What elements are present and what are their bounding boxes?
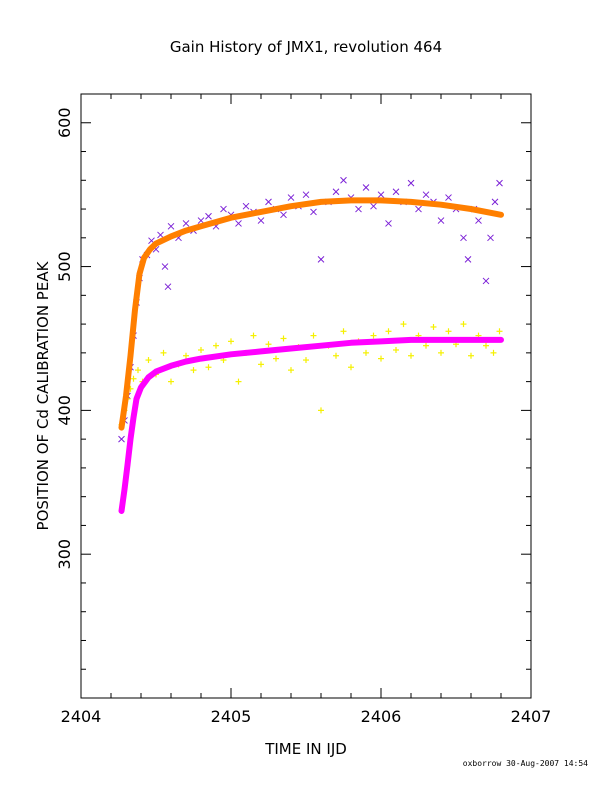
y-tick-label: 500 bbox=[55, 251, 74, 282]
data-point bbox=[317, 256, 325, 263]
data-point bbox=[167, 222, 175, 230]
data-point bbox=[205, 212, 212, 220]
data-point bbox=[362, 184, 370, 191]
plot-frame bbox=[80, 93, 532, 699]
data-point bbox=[340, 176, 347, 184]
chart-title: Gain History of JMX1, revolution 464 bbox=[170, 38, 442, 56]
series-0 bbox=[118, 176, 503, 443]
data-point bbox=[415, 205, 422, 213]
data-point bbox=[333, 352, 339, 359]
data-point bbox=[183, 352, 189, 359]
x-tick-label: 2405 bbox=[211, 707, 252, 726]
y-tick-label: 300 bbox=[55, 539, 74, 570]
data-point bbox=[400, 321, 407, 328]
x-axis-label: TIME IN IJD bbox=[264, 740, 347, 758]
data-point bbox=[250, 332, 257, 339]
data-point bbox=[235, 220, 242, 227]
data-point bbox=[393, 346, 399, 353]
data-point bbox=[118, 435, 125, 443]
x-tick-label: 2406 bbox=[361, 707, 402, 726]
data-point bbox=[496, 328, 503, 335]
data-point bbox=[490, 349, 497, 356]
data-point bbox=[265, 198, 272, 206]
data-point bbox=[422, 191, 430, 199]
y-tick-label: 400 bbox=[55, 395, 74, 426]
data-point bbox=[197, 217, 205, 224]
data-point bbox=[157, 231, 164, 239]
x-tick-label: 2404 bbox=[61, 707, 102, 726]
data-point bbox=[423, 342, 429, 349]
data-point bbox=[460, 321, 467, 328]
data-point bbox=[487, 234, 494, 242]
data-point bbox=[198, 346, 204, 353]
data-point bbox=[190, 367, 197, 374]
y-axis-label: POSITION OF Cd CALIBRATION PEAK bbox=[34, 260, 52, 530]
data-point bbox=[287, 194, 295, 201]
data-point bbox=[468, 352, 474, 359]
series-3 bbox=[118, 336, 504, 514]
data-point bbox=[408, 352, 414, 359]
data-point bbox=[168, 378, 174, 385]
data-point bbox=[332, 188, 340, 196]
data-point bbox=[228, 338, 234, 345]
data-point bbox=[213, 342, 219, 349]
data-point bbox=[161, 263, 169, 270]
x-tick-label: 2407 bbox=[511, 707, 552, 726]
fit-curve bbox=[118, 336, 504, 514]
data-point bbox=[273, 355, 279, 362]
data-point bbox=[355, 205, 362, 213]
data-point bbox=[182, 220, 190, 227]
data-point bbox=[280, 211, 287, 219]
data-point bbox=[280, 335, 287, 342]
data-point bbox=[445, 328, 452, 335]
data-point bbox=[491, 198, 499, 206]
data-marks bbox=[118, 176, 504, 514]
data-point bbox=[378, 355, 384, 362]
data-point bbox=[310, 332, 317, 339]
data-point bbox=[496, 179, 503, 187]
data-point bbox=[445, 194, 452, 201]
data-point bbox=[475, 217, 482, 224]
data-point bbox=[430, 323, 437, 330]
data-point bbox=[235, 378, 242, 385]
data-point bbox=[460, 234, 467, 242]
data-point bbox=[340, 328, 347, 335]
data-point bbox=[205, 364, 212, 371]
data-point bbox=[257, 217, 265, 224]
series-2 bbox=[118, 197, 504, 431]
y-tick-label: 600 bbox=[55, 107, 74, 138]
data-point bbox=[385, 220, 392, 227]
data-point bbox=[220, 205, 227, 213]
footer-credit: oxborrow 30-Aug-2007 14:54 bbox=[463, 759, 588, 768]
data-point bbox=[483, 342, 489, 349]
fit-curve bbox=[118, 197, 504, 431]
data-point bbox=[160, 349, 167, 356]
data-point bbox=[482, 277, 490, 285]
data-point bbox=[363, 349, 369, 356]
data-point bbox=[302, 191, 310, 199]
data-point bbox=[265, 341, 272, 348]
data-point bbox=[130, 375, 137, 382]
data-point bbox=[164, 283, 172, 291]
axis-ticks: 2404 2405 2406 2407 300 400 500 600 bbox=[55, 93, 552, 726]
data-point bbox=[437, 217, 445, 224]
data-point bbox=[145, 357, 152, 364]
data-point bbox=[370, 202, 377, 210]
data-point bbox=[385, 328, 392, 335]
data-point bbox=[135, 367, 141, 374]
data-point bbox=[370, 332, 377, 339]
data-point bbox=[407, 179, 415, 187]
data-point bbox=[348, 364, 354, 371]
data-point bbox=[464, 256, 472, 263]
data-point bbox=[242, 202, 250, 210]
data-point bbox=[310, 208, 317, 216]
data-point bbox=[318, 407, 324, 414]
data-point bbox=[258, 361, 264, 368]
data-point bbox=[377, 191, 385, 199]
data-point bbox=[288, 367, 294, 374]
data-point bbox=[392, 188, 400, 196]
data-point bbox=[438, 349, 444, 356]
data-point bbox=[303, 357, 309, 364]
